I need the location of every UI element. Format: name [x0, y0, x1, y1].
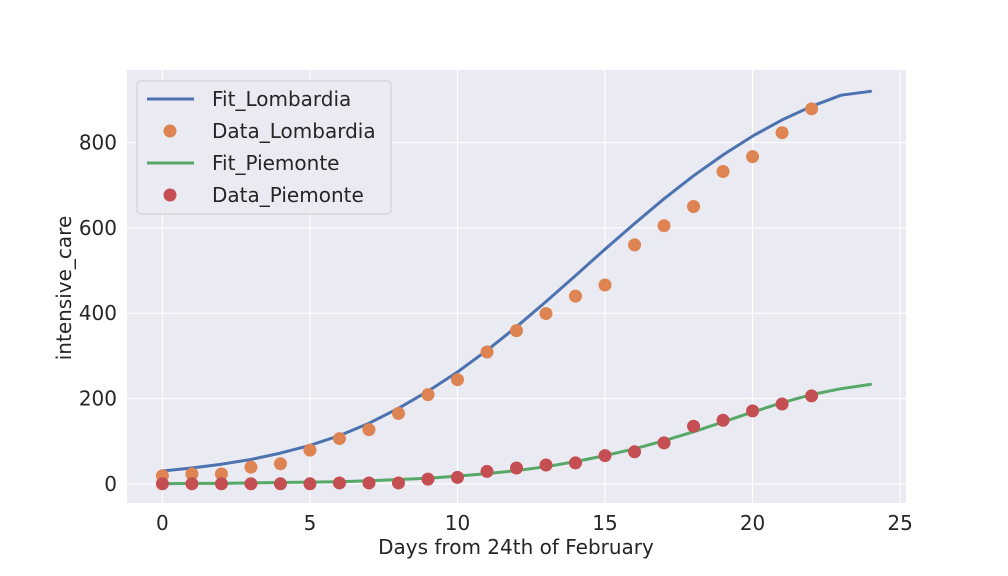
- data-point-Data_Lombardia: [362, 423, 376, 437]
- legend: Fit_Lombardia Data_Lombardia Fit_Piemonte D…: [136, 80, 392, 215]
- legend-label: Data_Piemonte: [212, 183, 364, 207]
- data-point-Data_Piemonte: [687, 419, 701, 433]
- data-point-Data_Piemonte: [303, 477, 317, 491]
- data-point-Data_Lombardia: [628, 238, 642, 252]
- data-point-Data_Piemonte: [155, 477, 169, 491]
- data-point-Data_Piemonte: [510, 461, 523, 475]
- y-tick-label: 0: [104, 472, 117, 496]
- data-point-Data_Lombardia: [657, 219, 671, 233]
- y-tick-label: 400: [79, 301, 117, 325]
- data-point-Data_Lombardia: [775, 126, 789, 140]
- data-point-Data_Piemonte: [332, 476, 346, 490]
- y-tick-label: 200: [79, 386, 117, 410]
- legend-box: [136, 80, 392, 215]
- data-point-Data_Lombardia: [716, 165, 730, 179]
- data-point-Data_Lombardia: [303, 443, 317, 457]
- data-point-Data_Piemonte: [746, 404, 760, 418]
- data-point-Data_Piemonte: [628, 445, 642, 459]
- data-point-Data_Piemonte: [805, 389, 819, 403]
- data-point-Data_Piemonte: [214, 477, 228, 491]
- data-point-Data_Lombardia: [421, 388, 435, 402]
- series-layer: [155, 89, 873, 491]
- data-point-Data_Lombardia: [391, 406, 405, 420]
- data-point-Data_Lombardia: [510, 324, 523, 338]
- data-point-Data_Piemonte: [185, 477, 199, 491]
- data-point-Data_Lombardia: [480, 345, 494, 359]
- data-point-Data_Piemonte: [391, 476, 405, 490]
- data-point-Data_Piemonte: [775, 397, 789, 411]
- legend-label: Fit_Lombardia: [212, 87, 351, 111]
- y-axis-label: intensive_care: [52, 216, 76, 361]
- x-tick-label: 15: [592, 511, 617, 535]
- data-point-Data_Lombardia: [214, 467, 228, 481]
- data-point-Data_Piemonte: [569, 456, 583, 470]
- y-tick-label: 600: [79, 216, 117, 240]
- data-point-Data_Lombardia: [687, 200, 701, 214]
- x-tick-label: 5: [304, 511, 317, 535]
- data-point-Data_Piemonte: [480, 464, 494, 478]
- data-point-Data_Piemonte: [362, 476, 376, 490]
- data-point-Data_Piemonte: [244, 477, 258, 491]
- data-point-Data_Piemonte: [598, 449, 612, 463]
- data-point-Data_Lombardia: [805, 102, 819, 116]
- data-point-Data_Lombardia: [185, 467, 199, 481]
- x-tick-label: 25: [887, 511, 912, 535]
- x-tick-label: 10: [445, 511, 470, 535]
- data-point-Data_Lombardia: [273, 457, 287, 471]
- data-point-Data_Piemonte: [539, 458, 553, 472]
- x-tick-label: 0: [156, 511, 169, 535]
- data-point-Data_Lombardia: [598, 278, 612, 292]
- legend-label: Fit_Piemonte: [212, 151, 339, 175]
- data-point-Data_Lombardia: [569, 289, 583, 303]
- data-point-Data_Lombardia: [450, 373, 464, 387]
- grid: [127, 70, 906, 503]
- data-point-Data_Lombardia: [332, 432, 346, 446]
- data-point-Data_Piemonte: [273, 477, 287, 491]
- data-point-Data_Piemonte: [657, 436, 671, 450]
- data-point-Data_Piemonte: [450, 470, 464, 484]
- x-axis-label: Days from 24th of February: [378, 535, 654, 559]
- legend-swatch-Data_Lombardia: [163, 124, 177, 138]
- data-point-Data_Lombardia: [746, 150, 760, 164]
- y-tick-label: 800: [79, 131, 117, 155]
- data-point-Data_Lombardia: [539, 307, 553, 321]
- data-point-Data_Lombardia: [244, 460, 258, 474]
- legend-label: Data_Lombardia: [212, 119, 376, 143]
- legend-swatch-Data_Piemonte: [163, 188, 177, 202]
- x-tick-label: 20: [740, 511, 765, 535]
- data-point-Data_Piemonte: [716, 413, 730, 427]
- ticks: 0 5 10 15 20 25 0 200 400 600 800: [79, 131, 913, 535]
- data-point-Data_Piemonte: [421, 472, 435, 486]
